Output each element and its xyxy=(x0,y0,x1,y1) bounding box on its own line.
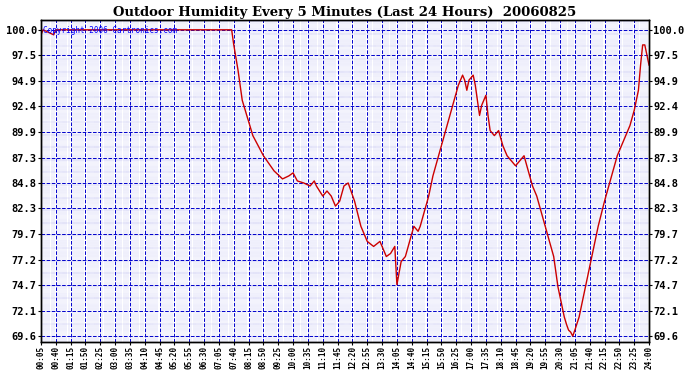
Title: Outdoor Humidity Every 5 Minutes (Last 24 Hours)  20060825: Outdoor Humidity Every 5 Minutes (Last 2… xyxy=(113,6,577,18)
Text: Copyright 2006 Cartronics.com: Copyright 2006 Cartronics.com xyxy=(43,26,177,35)
